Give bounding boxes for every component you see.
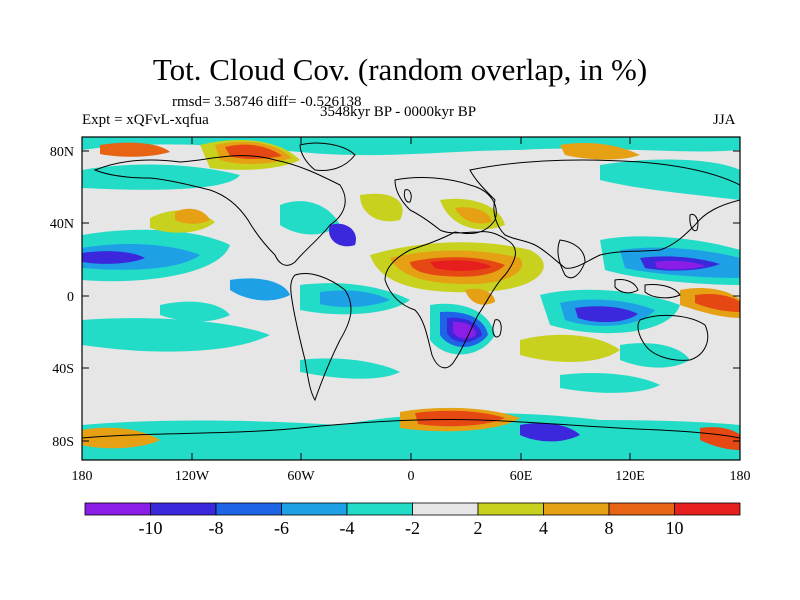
x-tick-label: 180 [730, 469, 751, 484]
colorbar-swatch [543, 502, 610, 516]
anomaly-field [82, 137, 740, 460]
x-tick-label: 0 [408, 469, 415, 484]
y-axis: 80N 40N 0 40S 80S [50, 145, 740, 450]
colorbar [84, 502, 741, 516]
x-tick-label: 120W [175, 469, 210, 484]
x-axis: 180 120W 60W 0 60E 120E 180 [72, 137, 751, 484]
colorbar-label: -2 [405, 518, 420, 538]
season-label: JJA [713, 112, 736, 128]
period-label: 3548kyr BP - 0000kyr BP [320, 104, 477, 120]
y-tick-label: 80S [52, 435, 74, 450]
colorbar-label: 2 [473, 518, 483, 538]
colorbar-swatch [477, 502, 544, 516]
y-tick-label: 40S [52, 362, 74, 377]
colorbar-swatch [674, 502, 741, 516]
colorbar-label: -4 [339, 518, 355, 538]
colorbar-label: 4 [539, 518, 548, 538]
x-tick-label: 60E [510, 469, 533, 484]
figure-title: Tot. Cloud Cov. (random overlap, in %) [152, 52, 648, 87]
colorbar-swatch [608, 502, 675, 516]
colorbar-swatch [84, 502, 151, 516]
y-tick-label: 80N [50, 145, 74, 160]
x-tick-label: 180 [72, 469, 93, 484]
colorbar-swatch [281, 502, 348, 516]
y-tick-label: 0 [67, 290, 74, 305]
colorbar-label: 8 [604, 518, 614, 538]
colorbar-label: -6 [274, 518, 289, 538]
colorbar-label: -10 [138, 518, 163, 538]
experiment-label: Expt = xQFvL-xqfua [82, 112, 209, 128]
colorbar-label: 10 [665, 518, 684, 538]
colorbar-swatch [150, 502, 217, 516]
y-tick-label: 40N [50, 217, 74, 232]
coastlines [82, 142, 740, 439]
colorbar-swatch [215, 502, 282, 516]
colorbar-swatch [412, 502, 479, 516]
x-tick-label: 120E [615, 469, 645, 484]
stats-label: rmsd= 3.58746 diff= -0.526138 [172, 94, 362, 110]
x-tick-label: 60W [287, 469, 315, 484]
colorbar-swatch [346, 502, 413, 516]
colorbar-label: -8 [208, 518, 224, 538]
